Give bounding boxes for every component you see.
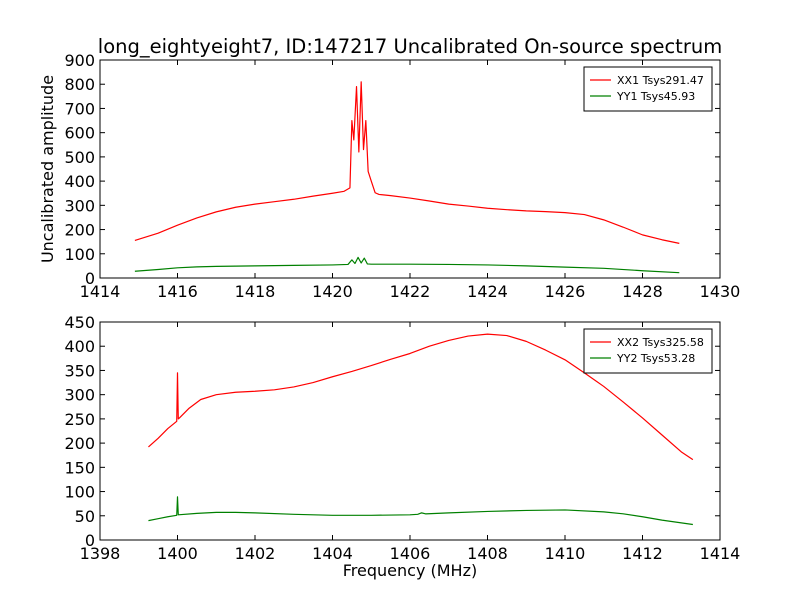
y-tick-label: 150 [64, 458, 95, 477]
y-tick-label: 50 [75, 507, 95, 526]
y-tick-label: 400 [64, 337, 95, 356]
chart-title: long_eightyeight7, ID:147217 Uncalibrate… [98, 35, 722, 58]
x-tick-label: 1430 [700, 282, 741, 301]
y-tick-label: 0 [85, 269, 95, 288]
y-tick-label: 500 [64, 148, 95, 167]
y-tick-label: 800 [64, 75, 95, 94]
x-tick-label: 1404 [312, 544, 353, 563]
x-tick-label: 1402 [235, 544, 276, 563]
y-tick-label: 200 [64, 221, 95, 240]
y-tick-label: 200 [64, 434, 95, 453]
legend-label: XX2 Tsys325.58 [617, 336, 704, 349]
y-tick-label: 300 [64, 196, 95, 215]
x-tick-label: 1420 [312, 282, 353, 301]
legend-label: YY2 Tsys53.28 [616, 352, 695, 365]
x-tick-label: 1414 [80, 282, 121, 301]
y-tick-label: 100 [64, 483, 95, 502]
y-tick-label: 250 [64, 410, 95, 429]
legend-label: XX1 Tsys291.47 [617, 74, 704, 87]
y-tick-label: 350 [64, 361, 95, 380]
chart-panel-1: 1414 1416 1418 1420 1422 1424 1426 1428 1430 0 100… [38, 51, 740, 301]
y-axis-label: Uncalibrated amplitude [38, 75, 57, 263]
legend-box [583, 66, 713, 112]
y-tick-label: 600 [64, 124, 95, 143]
series-line-2-1 [148, 333, 694, 461]
x-tick-label: 1424 [467, 282, 508, 301]
x-axis-label: Frequency (MHz) [343, 561, 477, 580]
x-tick-label: 1406 [390, 544, 431, 563]
legend: XX1 Tsys291.47 YY1 Tsys45.93 [583, 66, 713, 112]
legend-label: YY1 Tsys45.93 [616, 90, 695, 103]
series-line-2-2 [148, 496, 693, 526]
x-tick-label: 1410 [545, 544, 586, 563]
x-tick-label: 1400 [157, 544, 198, 563]
x-tick-label: 1418 [235, 282, 276, 301]
y-tick-label: 400 [64, 172, 95, 191]
x-tick-label: 1398 [80, 544, 121, 563]
chart-panel-2: 1398 1400 1402 1404 1406 1408 1410 1412 1414 0 50 1… [64, 313, 740, 580]
x-tick-label: 1426 [545, 282, 586, 301]
x-tick-label: 1422 [390, 282, 431, 301]
x-tick-label: 1416 [157, 282, 198, 301]
y-tick-label: 450 [64, 313, 95, 332]
y-tick-label: 100 [64, 245, 95, 264]
legend-box [583, 328, 713, 374]
x-tick-label: 1414 [700, 544, 741, 563]
series-line-1-1 [134, 81, 680, 244]
y-tick-label: 700 [64, 99, 95, 118]
y-tick-label: 0 [85, 531, 95, 550]
y-tick-label: 900 [64, 51, 95, 70]
x-tick-label: 1412 [622, 544, 663, 563]
y-tick-label: 300 [64, 386, 95, 405]
x-tick-label: 1428 [622, 282, 663, 301]
legend: XX2 Tsys325.58 YY2 Tsys53.28 [583, 328, 713, 374]
series-line-1-2 [134, 256, 680, 274]
x-tick-label: 1408 [467, 544, 508, 563]
